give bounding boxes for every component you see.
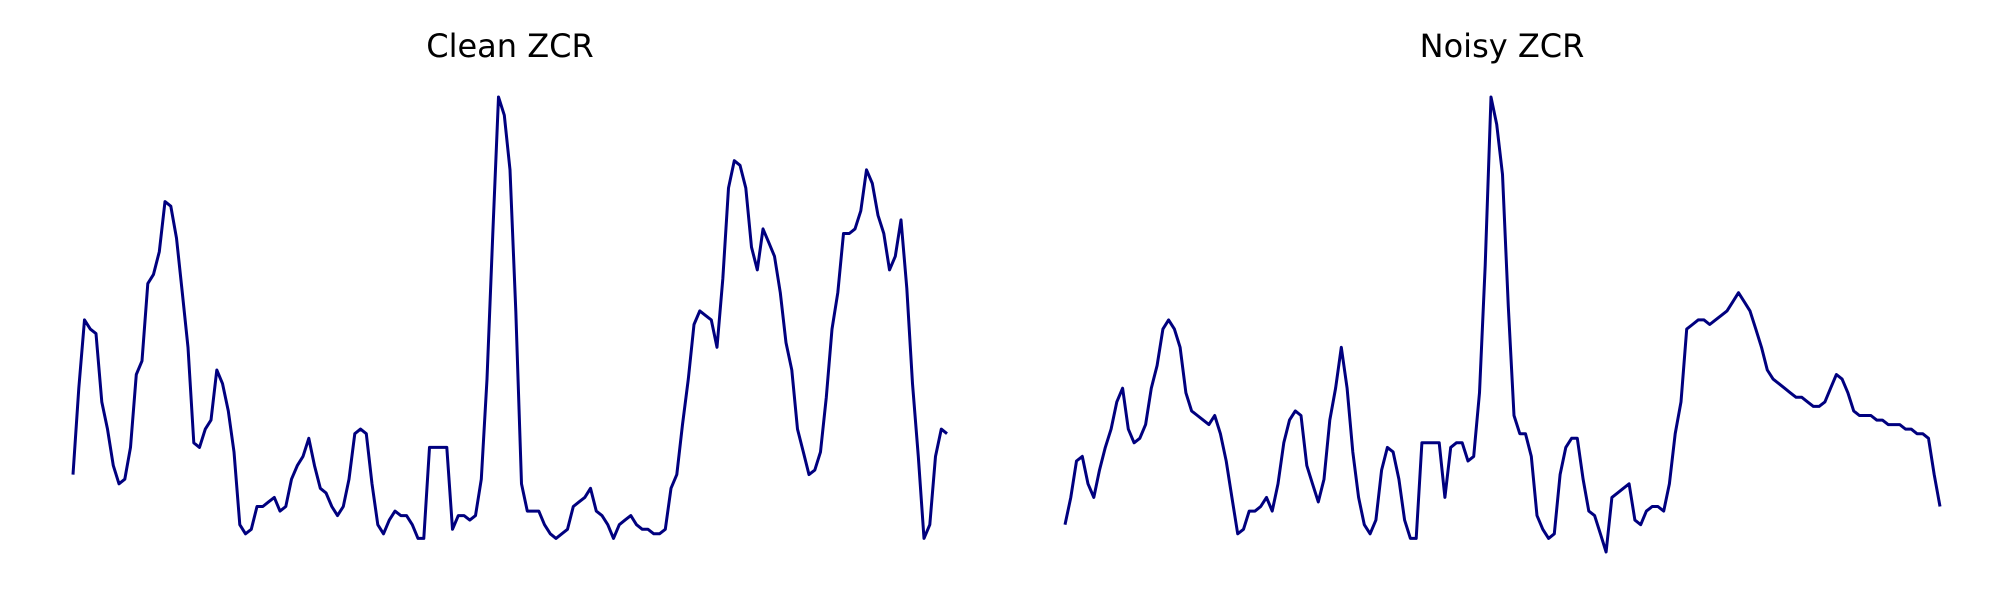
noisy-zcr-panel: Noisy ZCR [1063, 27, 1942, 554]
clean-zcr-panel: Clean ZCR [71, 27, 948, 540]
clean-zcr-title: Clean ZCR [426, 27, 593, 65]
noisy-zcr-line [1063, 95, 1942, 554]
noisy-zcr-title: Noisy ZCR [1420, 27, 1585, 65]
clean-zcr-line [71, 95, 948, 540]
